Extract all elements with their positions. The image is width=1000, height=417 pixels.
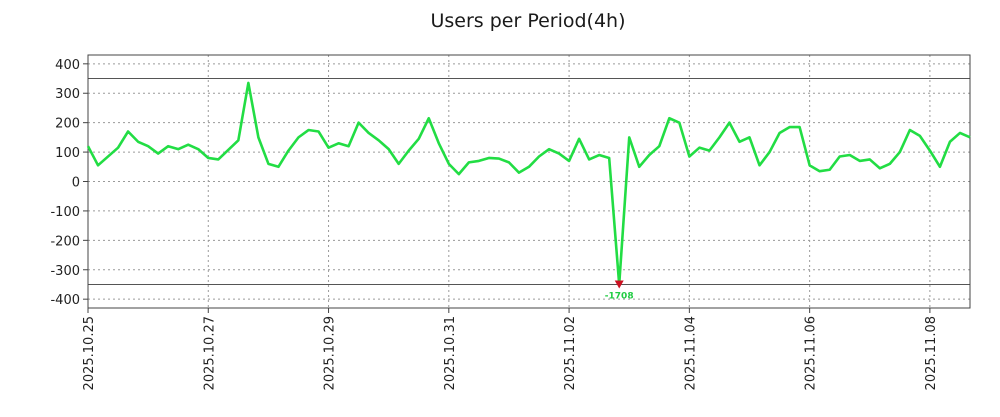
series-layer bbox=[86, 81, 971, 286]
y-tick-label: 200 bbox=[55, 117, 80, 132]
annotation-layer: -1708 bbox=[605, 280, 634, 301]
x-tick-label: 2025.10.29 bbox=[323, 316, 338, 390]
x-tick-label: 2025.11.06 bbox=[804, 316, 819, 390]
y-tick-label: 400 bbox=[55, 58, 80, 73]
x-tick-label: 2025.10.31 bbox=[443, 316, 458, 390]
grid bbox=[87, 55, 970, 308]
annotation-label: -1708 bbox=[605, 291, 634, 301]
y-tick-label: -400 bbox=[50, 293, 80, 308]
reference-lines bbox=[88, 78, 970, 285]
min-marker bbox=[614, 280, 624, 289]
y-tick-label: -300 bbox=[50, 264, 80, 279]
x-tick-label: 2025.11.02 bbox=[563, 316, 578, 390]
x-axis-ticks: 2025.10.25 2025.10.27 2025.10.29 2025.10.31… bbox=[82, 308, 939, 390]
series-line bbox=[86, 81, 971, 286]
chart-title: Users per Period(4h) bbox=[430, 10, 626, 32]
y-tick-label: 300 bbox=[55, 87, 80, 102]
x-tick-label: 2025.10.25 bbox=[82, 316, 97, 390]
y-tick-label: 0 bbox=[72, 176, 80, 191]
x-tick-label: 2025.11.04 bbox=[683, 316, 698, 390]
x-tick-label: 2025.11.08 bbox=[924, 316, 939, 390]
y-tick-label: -200 bbox=[50, 234, 80, 249]
y-tick-label: -100 bbox=[50, 205, 80, 220]
y-tick-label: 100 bbox=[55, 146, 80, 161]
y-axis-ticks: 400 300 200 100 0 -100 -200 -300 -400 bbox=[50, 58, 88, 308]
x-tick-label: 2025.10.27 bbox=[202, 316, 217, 390]
